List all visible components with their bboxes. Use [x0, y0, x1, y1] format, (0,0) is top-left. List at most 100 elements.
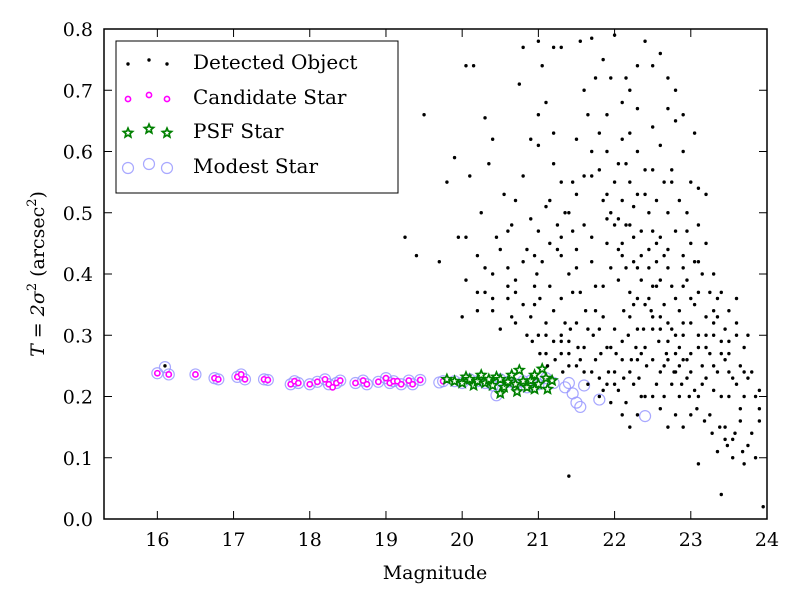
modest-star-point: [162, 368, 175, 381]
detected-object-point: [738, 407, 743, 411]
detected-object-point: [679, 382, 684, 386]
detected-object-point: [631, 235, 636, 239]
detected-object-point: [555, 247, 560, 252]
detected-object-point: [673, 333, 678, 337]
detected-object-point: [734, 296, 739, 301]
detected-object-point: [513, 321, 518, 325]
detected-object-point: [403, 235, 407, 239]
detected-object-point: [530, 339, 534, 344]
detected-object-point: [704, 333, 708, 337]
detected-object-point: [601, 57, 605, 62]
detected-object-point: [637, 376, 641, 380]
candidate-star-point: [306, 380, 314, 388]
detected-object-point: [624, 162, 628, 166]
detected-object-point: [605, 345, 609, 350]
detected-object-point: [696, 260, 701, 264]
detected-object-point: [464, 278, 468, 282]
x-tick-label: 19: [374, 529, 398, 551]
detected-object-point: [696, 223, 701, 227]
psf-star-point-center: [497, 376, 503, 382]
legend-label-detected: Detected Object: [193, 50, 357, 74]
detected-object-point: [612, 180, 617, 184]
detected-object-point: [510, 223, 514, 227]
detected-object-point: [635, 106, 640, 111]
detected-object-point: [494, 235, 499, 239]
detected-object-point: [521, 260, 525, 264]
detected-object-point: [723, 437, 727, 442]
detected-object-point: [643, 192, 647, 197]
detected-object-point: [639, 351, 643, 356]
detected-object-point: [567, 351, 571, 356]
detected-object-point: [506, 296, 510, 301]
detected-object-point: [696, 394, 701, 399]
detected-object-point: [536, 143, 541, 148]
detected-object-point: [538, 351, 542, 356]
y-label-prefix: T = 2σ: [27, 290, 49, 357]
detected-object-point: [521, 174, 525, 178]
detected-object-point: [670, 168, 674, 172]
detected-object-point: [590, 235, 594, 239]
detected-object-point: [631, 382, 636, 386]
detected-object-point: [753, 394, 758, 399]
detected-object-point: [704, 345, 708, 350]
detected-object-point: [612, 327, 617, 331]
detected-object-points: [163, 33, 765, 509]
detected-object-point: [727, 394, 731, 399]
detected-object-point: [601, 284, 605, 288]
detected-object-point: [650, 394, 655, 399]
y-label-exp: 2: [25, 283, 40, 291]
candidate-star-point: [153, 369, 161, 377]
psf-star-point-center: [478, 372, 484, 378]
detected-object-point: [586, 113, 590, 117]
detected-object-point: [483, 116, 487, 120]
detected-object-point: [757, 388, 762, 393]
detected-object-point: [574, 137, 579, 141]
legend-label-candidate: Candidate Star: [193, 85, 347, 109]
detected-object-point: [567, 211, 571, 215]
detected-object-point: [525, 247, 529, 252]
detected-object-point: [616, 247, 621, 252]
detected-object-point: [650, 327, 655, 331]
y-label-close: ): [27, 191, 49, 198]
detected-object-point: [662, 253, 666, 258]
detected-object-point: [708, 290, 712, 295]
psf-star-point-center: [505, 379, 511, 384]
detected-object-point: [715, 296, 720, 301]
detected-object-point: [593, 358, 598, 362]
candidate-star-point: [363, 380, 371, 388]
psf-star-point-center: [532, 386, 538, 392]
detected-object-point: [658, 327, 663, 331]
candidate-star-point: [237, 371, 245, 378]
detected-object-point: [570, 180, 575, 184]
psf-star-point-center: [509, 372, 515, 378]
detected-object-point: [490, 309, 495, 313]
detected-object-point: [605, 192, 609, 197]
detected-object-point: [696, 290, 701, 295]
detected-object-point: [582, 174, 586, 178]
y-tick-label: 0.0: [63, 509, 93, 531]
detected-object-point: [525, 333, 529, 337]
detected-object-point: [700, 272, 704, 276]
detected-object-point: [673, 229, 678, 233]
modest-star-point: [360, 378, 374, 391]
candidate-star-point: [374, 378, 382, 386]
detected-object-point: [641, 327, 646, 331]
detected-object-point: [614, 351, 618, 356]
legend-marker-detected-object: [126, 62, 130, 66]
detected-object-point: [576, 345, 580, 350]
detected-object-point: [650, 284, 655, 288]
detected-object-point: [650, 64, 655, 68]
detected-object-point: [540, 260, 544, 264]
detected-object-point: [471, 64, 476, 68]
detected-object-point: [711, 272, 716, 276]
y-tick-label: 0.6: [63, 142, 93, 164]
detected-object-point: [422, 113, 426, 117]
detected-object-point: [696, 462, 701, 466]
detected-object-point: [704, 192, 708, 197]
detected-object-point: [529, 217, 533, 221]
modest-star-point: [414, 373, 427, 387]
x-axis-label: Magnitude: [383, 562, 488, 584]
detected-object-point: [666, 425, 670, 429]
detected-object-point: [622, 309, 626, 313]
